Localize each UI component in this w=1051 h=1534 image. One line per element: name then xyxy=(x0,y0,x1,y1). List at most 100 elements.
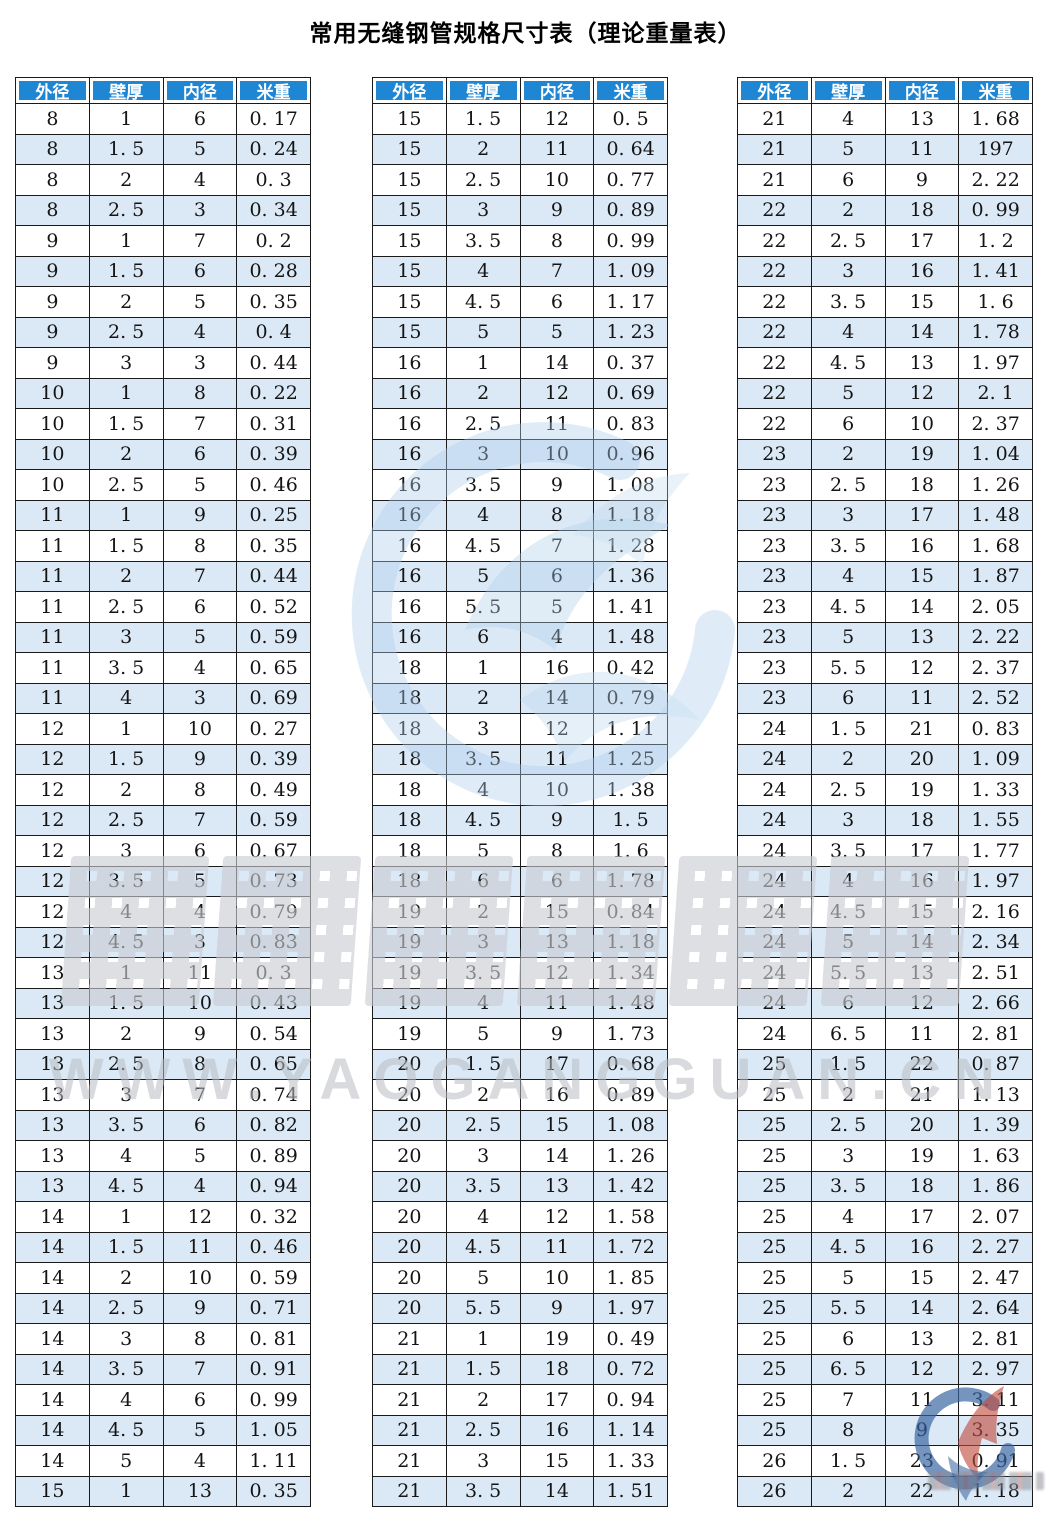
cell-weight-per-meter: 0. 87 xyxy=(958,1048,1033,1080)
table-row: 8 1. 5 5 0. 24 xyxy=(15,133,311,165)
table-row: 18 4 10 1. 38 xyxy=(372,774,668,806)
cell-outer-diameter: 22 xyxy=(737,225,812,257)
table-row: 16 2. 5 11 0. 83 xyxy=(372,408,668,440)
cell-inner-diameter: 7 xyxy=(162,1353,238,1385)
column-header: 米重 xyxy=(593,77,668,104)
cell-wall-thickness: 3. 5 xyxy=(445,225,521,257)
table-row: 25 2. 5 20 1. 39 xyxy=(737,1109,1033,1141)
cell-outer-diameter: 23 xyxy=(737,438,812,470)
cell-wall-thickness: 1. 5 xyxy=(88,255,164,287)
cell-outer-diameter: 19 xyxy=(372,1018,447,1050)
cell-weight-per-meter: 1. 86 xyxy=(958,1170,1033,1202)
table-row: 20 2 16 0. 89 xyxy=(372,1079,668,1111)
cell-wall-thickness: 4 xyxy=(810,1201,886,1233)
cell-inner-diameter: 15 xyxy=(884,286,960,318)
cell-inner-diameter: 8 xyxy=(162,1323,238,1355)
cell-inner-diameter: 22 xyxy=(884,1048,960,1080)
table-row: 22 2 18 0. 99 xyxy=(737,194,1033,226)
cell-inner-diameter: 16 xyxy=(884,255,960,287)
cell-outer-diameter: 26 xyxy=(737,1445,812,1477)
table-row: 12 1 10 0. 27 xyxy=(15,713,311,745)
cell-outer-diameter: 13 xyxy=(15,1140,90,1172)
cell-inner-diameter: 10 xyxy=(162,1262,238,1294)
cell-wall-thickness: 4 xyxy=(445,1201,521,1233)
cell-weight-per-meter: 0. 83 xyxy=(593,408,668,440)
cell-outer-diameter: 21 xyxy=(737,133,812,165)
cell-inner-diameter: 17 xyxy=(519,1384,595,1416)
cell-inner-diameter: 3 xyxy=(162,926,238,958)
cell-inner-diameter: 17 xyxy=(884,499,960,531)
table-row: 25 8 9 3. 35 xyxy=(737,1414,1033,1446)
cell-inner-diameter: 7 xyxy=(162,408,238,440)
cell-weight-per-meter: 1. 85 xyxy=(593,1262,668,1294)
cell-inner-diameter: 11 xyxy=(884,1018,960,1050)
cell-wall-thickness: 4 xyxy=(88,1140,164,1172)
cell-wall-thickness: 2 xyxy=(88,286,164,318)
cell-outer-diameter: 18 xyxy=(372,835,447,867)
cell-wall-thickness: 5 xyxy=(810,377,886,409)
cell-wall-thickness: 2. 5 xyxy=(445,1109,521,1141)
cell-inner-diameter: 17 xyxy=(884,1201,960,1233)
cell-outer-diameter: 12 xyxy=(15,865,90,897)
table-row: 19 3 13 1. 18 xyxy=(372,926,668,958)
cell-outer-diameter: 11 xyxy=(15,530,90,562)
cell-inner-diameter: 4 xyxy=(162,1445,238,1477)
cell-inner-diameter: 15 xyxy=(519,896,595,928)
cell-outer-diameter: 8 xyxy=(15,103,90,135)
cell-wall-thickness: 3 xyxy=(810,499,886,531)
cell-outer-diameter: 12 xyxy=(15,713,90,745)
table-row: 20 4 12 1. 58 xyxy=(372,1201,668,1233)
cell-wall-thickness: 3 xyxy=(88,347,164,379)
cell-wall-thickness: 3 xyxy=(810,1140,886,1172)
cell-outer-diameter: 16 xyxy=(372,591,447,623)
cell-wall-thickness: 4. 5 xyxy=(810,591,886,623)
cell-inner-diameter: 14 xyxy=(519,347,595,379)
cell-inner-diameter: 12 xyxy=(162,1201,238,1233)
cell-wall-thickness: 3. 5 xyxy=(88,1109,164,1141)
cell-outer-diameter: 21 xyxy=(372,1384,447,1416)
column-header: 外径 xyxy=(372,77,447,104)
cell-weight-per-meter: 1. 78 xyxy=(593,865,668,897)
table-row: 25 6 13 2. 81 xyxy=(737,1323,1033,1355)
table-row: 26 1. 5 23 0. 91 xyxy=(737,1445,1033,1477)
cell-weight-per-meter: 1. 48 xyxy=(593,987,668,1019)
cell-outer-diameter: 22 xyxy=(737,377,812,409)
cell-inner-diameter: 13 xyxy=(519,926,595,958)
cell-outer-diameter: 21 xyxy=(372,1414,447,1446)
table-row: 14 5 4 1. 11 xyxy=(15,1445,311,1477)
cell-outer-diameter: 12 xyxy=(15,835,90,867)
cell-wall-thickness: 4 xyxy=(445,987,521,1019)
table-row: 10 1. 5 7 0. 31 xyxy=(15,408,311,440)
table-row: 18 5 8 1. 6 xyxy=(372,835,668,867)
cell-wall-thickness: 3. 5 xyxy=(445,1170,521,1202)
cell-inner-diameter: 20 xyxy=(884,1109,960,1141)
cell-wall-thickness: 2 xyxy=(445,133,521,165)
cell-wall-thickness: 1 xyxy=(445,652,521,684)
cell-outer-diameter: 25 xyxy=(737,1353,812,1385)
table-row: 24 3 18 1. 55 xyxy=(737,804,1033,836)
cell-wall-thickness: 5. 5 xyxy=(810,957,886,989)
header-row: 外径 壁厚 内径 米重 xyxy=(15,77,311,104)
column-header: 内径 xyxy=(884,77,960,104)
cell-wall-thickness: 2. 5 xyxy=(810,225,886,257)
cell-wall-thickness: 2. 5 xyxy=(810,469,886,501)
table-row: 24 1. 5 21 0. 83 xyxy=(737,713,1033,745)
cell-wall-thickness: 3. 5 xyxy=(445,469,521,501)
cell-inner-diameter: 3 xyxy=(162,194,238,226)
cell-outer-diameter: 20 xyxy=(372,1048,447,1080)
cell-wall-thickness: 6 xyxy=(810,987,886,1019)
cell-inner-diameter: 6 xyxy=(519,865,595,897)
cell-outer-diameter: 13 xyxy=(15,957,90,989)
cell-weight-per-meter: 0. 59 xyxy=(236,621,311,653)
cell-outer-diameter: 15 xyxy=(372,225,447,257)
cell-outer-diameter: 18 xyxy=(372,774,447,806)
cell-inner-diameter: 16 xyxy=(884,865,960,897)
table-row: 22 5 12 2. 1 xyxy=(737,377,1033,409)
cell-inner-diameter: 12 xyxy=(519,377,595,409)
table-row: 16 4. 5 7 1. 28 xyxy=(372,530,668,562)
cell-outer-diameter: 15 xyxy=(372,164,447,196)
cell-inner-diameter: 9 xyxy=(519,1018,595,1050)
cell-inner-diameter: 3 xyxy=(162,347,238,379)
cell-outer-diameter: 18 xyxy=(372,865,447,897)
table-row: 8 2 4 0. 3 xyxy=(15,164,311,196)
